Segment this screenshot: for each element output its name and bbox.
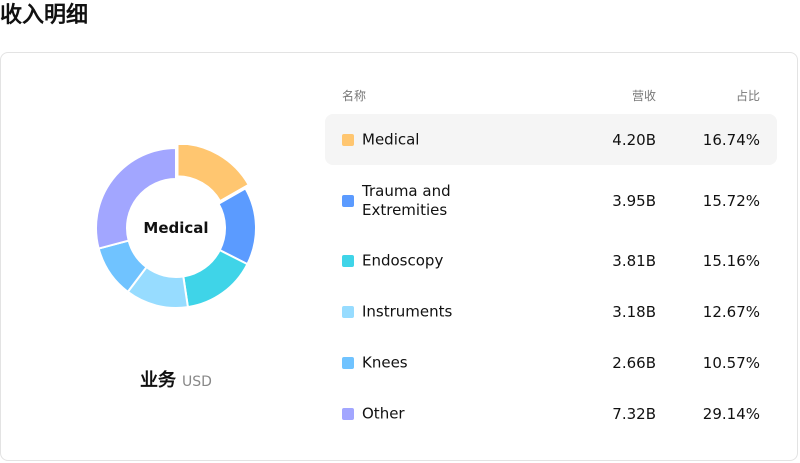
legend-swatch — [342, 254, 354, 267]
donut-center-label: Medical — [143, 219, 209, 237]
table-row[interactable]: Trauma and Extremities 3.95B 15.72% — [325, 175, 777, 226]
row-revenue: 3.18B — [612, 302, 656, 321]
row-revenue: 3.95B — [612, 191, 656, 210]
table-header: 名称 营收 占比 — [325, 87, 777, 107]
page-title: 收入明细 — [0, 3, 89, 28]
table-row[interactable]: Medical 4.20B 16.74% — [325, 114, 777, 165]
table-row[interactable]: Other 7.32B 29.14% — [325, 388, 777, 439]
row-share: 12.67% — [702, 302, 760, 321]
donut-chart: Medical — [93, 145, 259, 311]
row-name: Trauma and Extremities — [362, 181, 451, 219]
donut-svg — [95, 145, 257, 309]
legend-swatch — [342, 194, 354, 207]
row-revenue: 4.20B — [612, 130, 656, 149]
row-share: 10.57% — [702, 353, 760, 372]
row-revenue: 3.81B — [612, 251, 656, 270]
header-share: 占比 — [735, 89, 760, 103]
table-row[interactable]: Endoscopy 3.81B 15.16% — [325, 235, 777, 286]
row-name: Other — [362, 404, 405, 422]
segment-label: 业务 USD — [1, 369, 351, 394]
row-share: 15.16% — [702, 251, 760, 270]
row-name: Instruments — [362, 302, 453, 320]
row-name: Knees — [362, 353, 408, 371]
donut-slice-other[interactable] — [95, 146, 177, 250]
row-name: Endoscopy — [362, 251, 444, 269]
header-name: 名称 — [342, 89, 367, 103]
row-share: 16.74% — [702, 130, 760, 149]
table-row[interactable]: Instruments 3.18B 12.67% — [325, 286, 777, 337]
segment-currency: USD — [182, 374, 212, 390]
header-revenue: 营收 — [631, 89, 656, 103]
row-revenue: 2.66B — [612, 353, 656, 372]
row-name: Medical — [362, 130, 420, 148]
segment-title: 业务 — [140, 370, 177, 391]
row-revenue: 7.32B — [612, 404, 656, 423]
revenue-breakdown-card: Medical 业务 USD 名称 营收 占比 Medical 4.20B 16.… — [0, 52, 798, 461]
legend-swatch — [342, 133, 354, 146]
table-row[interactable]: Knees 2.66B 10.57% — [325, 337, 777, 388]
donut-slice-medical[interactable] — [176, 145, 251, 203]
row-share: 15.72% — [702, 191, 760, 210]
row-share: 29.14% — [702, 404, 760, 423]
legend-swatch — [342, 305, 354, 318]
legend-swatch — [342, 356, 354, 369]
legend-swatch — [342, 407, 354, 420]
